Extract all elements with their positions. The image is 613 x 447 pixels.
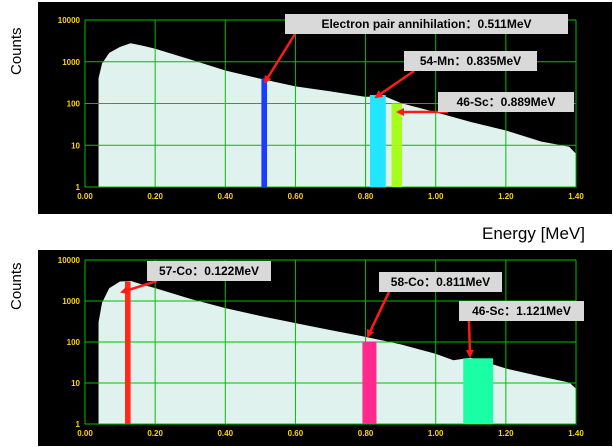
y-tick-label: 10 [71,379,80,388]
callout-0: 57-Co：0.122MeV [120,261,271,295]
x-tick-label: 0.20 [147,192,163,201]
y-tick-label: 100 [67,100,81,109]
callout-box [404,51,537,71]
peak-label: 46-Sc：0.889MeV [457,95,556,109]
x-tick-label: 1.20 [498,429,514,438]
x-axis-label-energy: Energy [MeV] [482,224,585,243]
peak-label: Electron pair annihilation：0.511MeV [321,17,531,31]
callout-arrow [120,279,158,295]
spectrum-chart-top: 0.00 0.20 0.40 0.60 0.80 1.00 1.20 1.40 1 10 100 10… [38,2,612,214]
spectrum-svg-top: 0.00 0.20 0.40 0.60 0.80 1.00 1.20 1.40 1 10 100 10… [58,14,584,201]
peak-bar-1 [369,94,386,187]
x-tick-label: 1.20 [498,192,514,201]
y-tick-label: 10000 [58,256,81,265]
x-tick-label: 1.00 [428,429,444,438]
callout-1: 54-Mn：0.835MeV [374,51,537,99]
callout-arrow [374,69,415,99]
y-tick-label: 1 [76,183,81,192]
x-tick-label: 1.40 [568,429,584,438]
y-axis-label-top: Counts [8,27,25,75]
y-tick-label: 10 [71,141,80,150]
x-tick-label: 0.00 [77,429,93,438]
peak-label: 57-Co：0.122MeV [159,264,259,278]
callout-1: 58-Co：0.811MeV [366,272,502,338]
x-tick-label: 0.60 [288,429,304,438]
callout-arrow [366,291,391,338]
y-tick-label: 1000 [62,297,80,306]
callout-0: Electron pair annihilation：0.511MeV [263,14,568,84]
spectrum-svg-bottom: 0.00 0.20 0.40 0.60 0.80 1.00 1.20 1.40 1 10 100 10… [58,256,585,438]
callout-box [147,261,271,281]
peak-bar-2 [391,103,403,187]
peak-label: 54-Mn：0.835MeV [420,54,521,68]
peak-bar-1 [362,342,377,424]
y-tick-label: 1000 [62,58,80,67]
x-tick-label: 1.00 [428,192,444,201]
peak-bar-0 [261,78,268,187]
callout-box [285,14,568,34]
callout-box [379,272,502,292]
callout-box [459,301,584,321]
x-tick-label: 1.40 [568,192,584,201]
spectrum-chart-bottom: 0.00 0.20 0.40 0.60 0.80 1.00 1.20 1.40 1 10 100 10… [38,250,612,446]
x-tick-label: 0.20 [147,429,163,438]
x-tick-label: 0.80 [358,192,374,201]
peak-bar-0 [124,281,131,424]
callout-2: 46-Sc：0.889MeV [396,92,574,116]
peak-label: 58-Co：0.811MeV [391,275,490,289]
x-tick-label: 0.40 [217,192,233,201]
y-tick-label: 1 [76,420,81,429]
spectrum-area [98,280,577,425]
callout-box [438,92,574,112]
x-tick-label: 0.80 [358,429,374,438]
y-tick-label: 10000 [58,16,81,25]
peak-label: 46-Sc：1.121MeV [472,304,571,318]
callout-arrow [263,33,297,84]
x-tick-label: 0.00 [77,192,93,201]
x-tick-label: 0.60 [288,192,304,201]
peak-bar-2 [463,358,494,424]
spectrum-area [98,43,577,188]
y-axis-label-bottom: Counts [8,262,25,310]
y-tick-label: 100 [67,338,81,347]
x-tick-label: 0.40 [217,429,233,438]
callout-arrow [465,320,474,358]
callout-2: 46-Sc：1.121MeV [459,301,584,358]
